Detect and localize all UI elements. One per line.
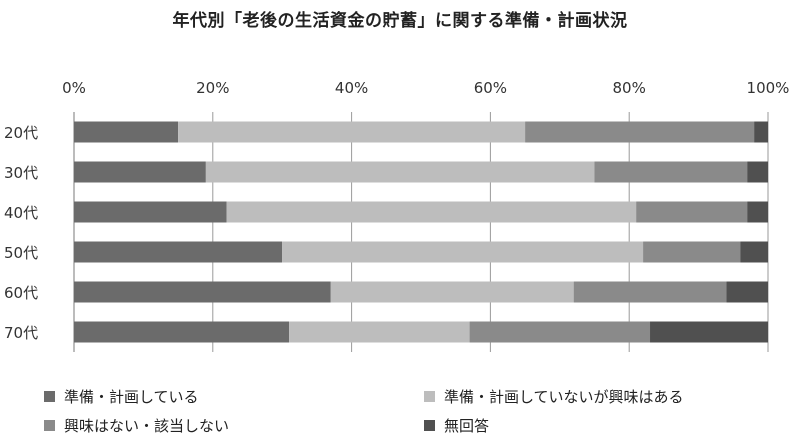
bar-segment	[573, 281, 727, 303]
bar-segment	[74, 161, 206, 183]
bar-segment	[754, 121, 768, 143]
category-label: 70代	[4, 324, 38, 342]
bar-segment	[74, 281, 331, 303]
category-label: 20代	[4, 124, 38, 142]
bar-segment	[469, 321, 651, 343]
bar-segment	[330, 281, 574, 303]
x-tick-label: 20%	[196, 79, 229, 97]
x-tick-label: 40%	[335, 79, 368, 97]
x-tick-label: 80%	[613, 79, 646, 97]
x-tick-label: 0%	[62, 79, 86, 97]
bar-segment	[525, 121, 755, 143]
category-label: 40代	[4, 204, 38, 222]
bar-segment	[726, 281, 768, 303]
category-label: 30代	[4, 164, 38, 182]
x-tick-label: 60%	[474, 79, 507, 97]
category-label: 50代	[4, 244, 38, 262]
x-tick-label: 100%	[747, 79, 790, 97]
bar-segment	[74, 321, 290, 343]
bar-segment	[636, 201, 748, 223]
bar-segment	[594, 161, 748, 183]
category-label: 60代	[4, 284, 38, 302]
bar-segment	[226, 201, 637, 223]
bar-segment	[740, 241, 768, 263]
bar-segment	[643, 241, 741, 263]
bar-segment	[205, 161, 595, 183]
chart-title: 年代別「老後の生活資金の貯蓄」に関する準備・計画状況	[172, 11, 628, 31]
bar-segment	[747, 161, 768, 183]
bar-segment	[289, 321, 470, 343]
bar-segment	[178, 121, 526, 143]
bar-segment	[747, 201, 768, 223]
bar-segment	[74, 241, 283, 263]
bar-segment	[74, 121, 179, 143]
bar-segment	[74, 201, 227, 223]
bar-segment	[650, 321, 768, 343]
bar-segment	[282, 241, 644, 263]
